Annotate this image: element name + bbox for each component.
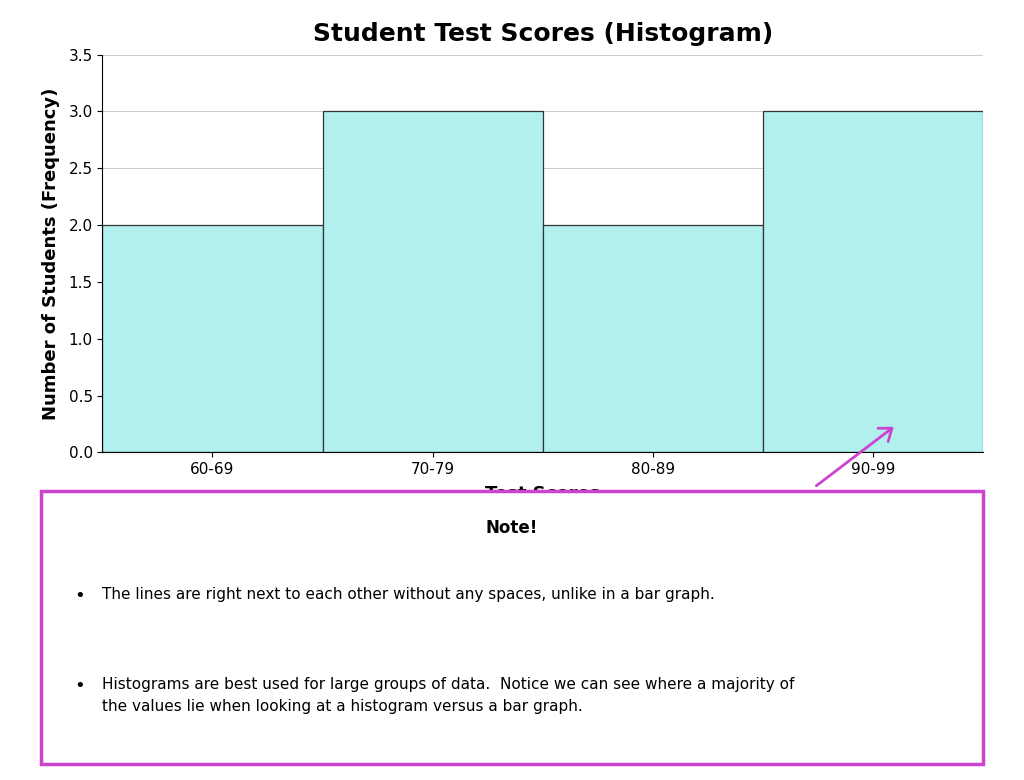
X-axis label: Test Scores: Test Scores (485, 485, 600, 503)
Bar (102, 225, 323, 452)
Text: •: • (74, 587, 85, 605)
Text: Histograms are best used for large groups of data.  Notice we can see where a ma: Histograms are best used for large group… (102, 677, 795, 714)
Bar (763, 112, 983, 452)
Text: •: • (74, 677, 85, 695)
Y-axis label: Number of Students (Frequency): Number of Students (Frequency) (42, 87, 60, 420)
Bar (543, 225, 763, 452)
Text: The lines are right next to each other without any spaces, unlike in a bar graph: The lines are right next to each other w… (102, 587, 715, 602)
Text: Note!: Note! (485, 519, 539, 537)
Bar (323, 112, 543, 452)
Title: Student Test Scores (Histogram): Student Test Scores (Histogram) (312, 22, 773, 46)
